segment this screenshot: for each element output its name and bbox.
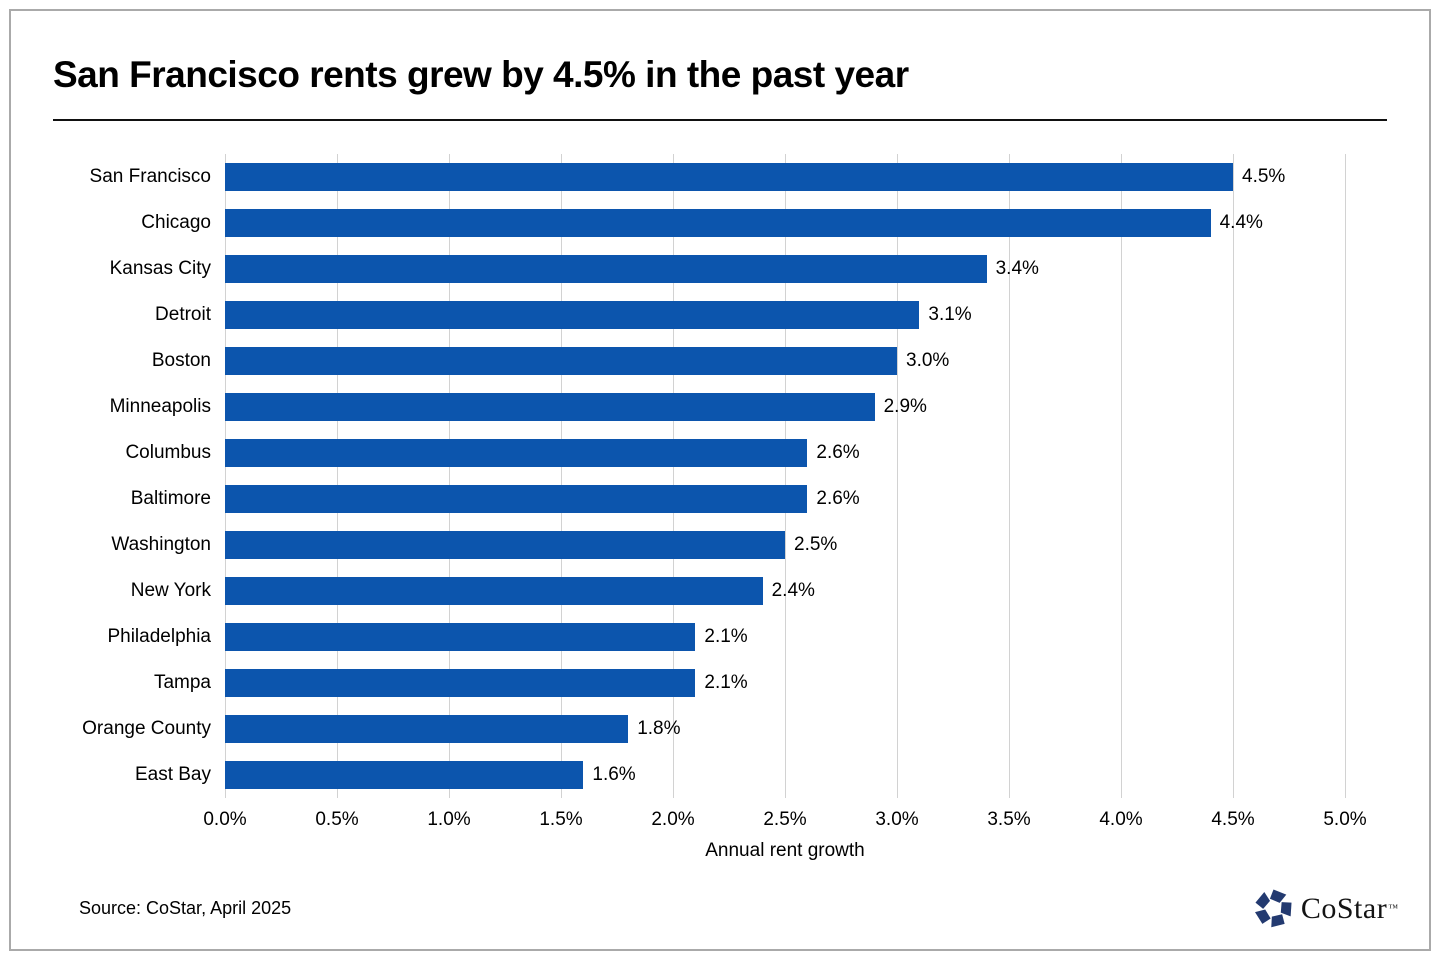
bar-value-label: 2.1% xyxy=(704,672,748,693)
gridline xyxy=(1121,154,1122,798)
bar xyxy=(225,485,808,513)
x-axis-tick-label: 2.0% xyxy=(651,809,695,830)
bar xyxy=(225,255,987,283)
category-label: San Francisco xyxy=(89,166,211,187)
category-label: Tampa xyxy=(153,672,211,693)
bar-row: 2.1% xyxy=(225,660,1345,706)
bar xyxy=(225,761,584,789)
bar-value-label: 2.5% xyxy=(794,534,838,555)
category-label: Orange County xyxy=(82,718,211,739)
bar-row: 2.6% xyxy=(225,476,1345,522)
gridline xyxy=(1233,154,1234,798)
bar-value-label: 2.4% xyxy=(771,580,815,601)
bar-row: 4.5% xyxy=(225,154,1345,200)
x-axis-tick-label: 1.0% xyxy=(427,809,471,830)
gridline xyxy=(225,154,226,798)
gridline xyxy=(561,154,562,798)
bar xyxy=(225,301,920,329)
category-label: Washington xyxy=(111,534,211,555)
bar xyxy=(225,577,763,605)
bar-value-label: 2.9% xyxy=(883,396,927,417)
source-note: Source: CoStar, April 2025 xyxy=(79,898,292,918)
costar-pinwheel-icon xyxy=(1254,889,1292,928)
bar-value-label: 2.6% xyxy=(816,442,860,463)
gridline xyxy=(673,154,674,798)
gridline xyxy=(897,154,898,798)
bar-row: 2.5% xyxy=(225,522,1345,568)
bar xyxy=(225,209,1211,237)
bar xyxy=(225,623,696,651)
bar xyxy=(225,715,629,743)
x-axis-tick-label: 4.0% xyxy=(1099,809,1143,830)
category-label: Detroit xyxy=(155,304,211,325)
bar xyxy=(225,669,696,697)
x-axis-tick-label: 3.5% xyxy=(987,809,1031,830)
x-axis-tick-label: 5.0% xyxy=(1323,809,1367,830)
bar-row: 2.6% xyxy=(225,430,1345,476)
bar-value-label: 4.5% xyxy=(1242,166,1286,187)
y-axis-labels: San Francisco Chicago Kansas City Detroit Bo… xyxy=(40,154,211,798)
gridline xyxy=(449,154,450,798)
bar-row: 1.6% xyxy=(225,752,1345,798)
bar xyxy=(225,531,785,559)
bar-value-label: 4.4% xyxy=(1219,212,1263,233)
gridline xyxy=(1009,154,1010,798)
x-axis-tick-label: 4.5% xyxy=(1211,809,1255,830)
chart-title: San Francisco rents grew by 4.5% in the … xyxy=(53,54,909,95)
bar-row: 2.4% xyxy=(225,568,1345,614)
category-label: East Bay xyxy=(134,764,211,785)
gridline xyxy=(1345,154,1346,798)
title-underline xyxy=(53,119,1387,121)
bar-row: 2.1% xyxy=(225,614,1345,660)
category-label: Minneapolis xyxy=(109,396,211,417)
category-label: New York xyxy=(130,580,211,601)
category-label: Columbus xyxy=(125,442,211,463)
bar-row: 4.4% xyxy=(225,200,1345,246)
bar xyxy=(225,347,897,375)
costar-logo-text: CoStar xyxy=(1300,891,1388,925)
x-axis-title: Annual rent growth xyxy=(705,840,865,861)
category-label: Philadelphia xyxy=(107,626,211,647)
gridline xyxy=(785,154,786,798)
bars-container: 4.5% 4.4% 3.4% 3.1% 3.0% 2.9% 2.6% 2.6% 2.5% 2.4%… xyxy=(225,154,1345,798)
trademark-symbol: ™ xyxy=(1388,903,1398,914)
x-axis-tick-label: 2.5% xyxy=(763,809,807,830)
bar-row: 3.1% xyxy=(225,292,1345,338)
costar-logo: CoStar ™ xyxy=(1253,888,1398,929)
bar-value-label: 3.1% xyxy=(928,304,972,325)
bar xyxy=(225,439,808,467)
category-label: Baltimore xyxy=(130,488,211,509)
bar-row: 2.9% xyxy=(225,384,1345,430)
bar-row: 1.8% xyxy=(225,706,1345,752)
x-axis-ticks: 0.0% 0.5% 1.0% 1.5% 2.0% 2.5% 3.0% 3.5% 4.0% 4.5%… xyxy=(203,809,1366,833)
gridline xyxy=(337,154,338,798)
category-label: Chicago xyxy=(141,212,211,233)
category-label: Kansas City xyxy=(109,258,211,279)
bar-value-label: 2.6% xyxy=(816,488,860,509)
bar-row: 3.0% xyxy=(225,338,1345,384)
x-axis-tick-label: 1.5% xyxy=(539,809,583,830)
category-label: Boston xyxy=(151,350,211,371)
bar-row: 3.4% xyxy=(225,246,1345,292)
bar-value-label: 1.8% xyxy=(637,718,681,739)
bar-value-label: 1.6% xyxy=(592,764,636,785)
plot-area: 4.5% 4.4% 3.4% 3.1% 3.0% 2.9% 2.6% 2.6% 2.5% 2.4%… xyxy=(203,154,1367,861)
bar-value-label: 3.4% xyxy=(995,258,1039,279)
x-axis-tick-label: 3.0% xyxy=(875,809,919,830)
x-axis-tick-label: 0.5% xyxy=(315,809,359,830)
x-axis-tick-label: 0.0% xyxy=(203,809,247,830)
bar xyxy=(225,393,875,421)
bar-value-label: 2.1% xyxy=(704,626,748,647)
bar xyxy=(225,163,1233,191)
bar-value-label: 3.0% xyxy=(906,350,950,371)
